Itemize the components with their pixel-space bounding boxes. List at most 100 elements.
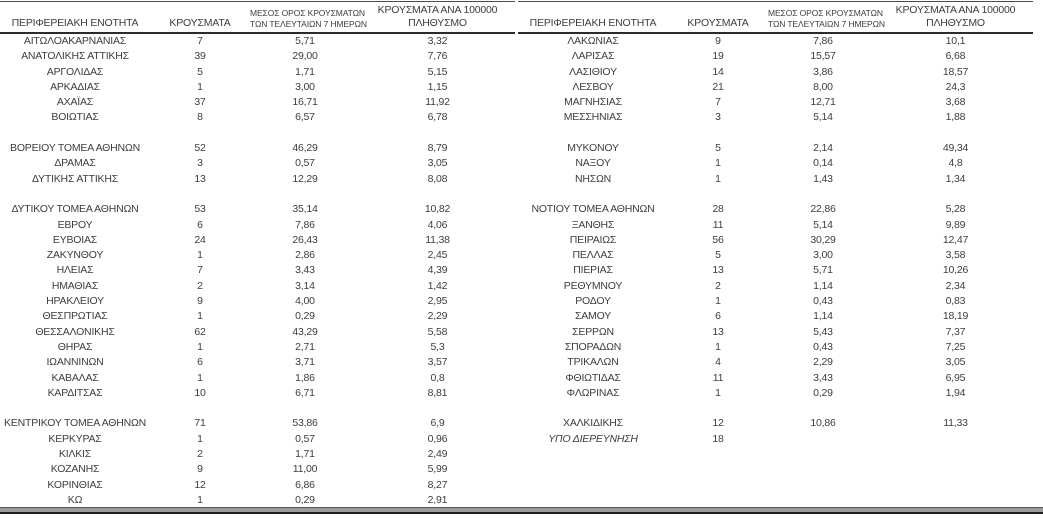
cell-avg7: 3,43 (813, 371, 833, 384)
table-row: ΣΑΜΟΥ 6 1,14 18,19 (518, 309, 1033, 324)
cell-cases (668, 401, 768, 416)
cell-region (518, 187, 668, 202)
cell-per100k: 6,78 (427, 111, 448, 124)
cell-avg7: 3,71 (295, 356, 315, 369)
table-row: ΑΡΚΑΔΙΑΣ 1 3,00 1,15 (0, 80, 515, 95)
cell-avg7: 0,57 (295, 432, 315, 445)
cell-avg7: 22,86 (810, 203, 836, 216)
cell-region: ΙΩΑΝΝΙΝΩΝ (46, 356, 104, 369)
cell-per100k: 2,91 (427, 493, 448, 506)
cell-per100k: 2,95 (427, 295, 448, 308)
cell-avg7 (768, 187, 878, 202)
cell-per100k: 4,8 (948, 157, 963, 170)
cell-region: ΜΑΓΝΗΣΙΑΣ (564, 96, 622, 109)
cell-avg7: 5,14 (813, 111, 833, 124)
table-row: ΔΡΑΜΑΣ 3 0,57 3,05 (0, 156, 515, 171)
cell-region (518, 401, 668, 416)
cell-per100k: 5,3 (430, 340, 445, 353)
cell-region: ΜΥΚΟΝΟΥ (567, 142, 619, 155)
cell-region: ΣΠΟΡΑΔΩΝ (564, 340, 622, 353)
cell-per100k: 11,92 (425, 96, 450, 109)
cell-avg7: 2,29 (813, 356, 833, 369)
cell-region: ΛΑΚΩΝΙΑΣ (567, 35, 619, 47)
cell-per100k: 8,08 (427, 172, 448, 185)
regional-table-right: ΠΕΡΙΦΕΡΕΙΑΚΗ ΕΝΟΤΗΤΑ ΚΡΟΥΣΜΑΤΑ ΜΕΣΟΣ ΟΡΟ… (518, 1, 1033, 508)
cell-region: ΠΕΛΛΑΣ (572, 249, 614, 262)
cell-per100k: 5,15 (427, 65, 448, 78)
table-row: ΑΝΑΤΟΛΙΚΗΣ ΑΤΤΙΚΗΣ 39 29,00 7,76 (0, 49, 515, 64)
cell-per100k (360, 401, 515, 416)
cell-per100k: 49,34 (942, 142, 969, 155)
cell-cases: 6 (715, 310, 721, 323)
cell-region: ΚΩ (67, 493, 83, 506)
cell-cases: 6 (197, 218, 203, 231)
cell-region (518, 126, 668, 141)
cell-cases: 1 (197, 371, 203, 384)
cell-region: ΝΗΣΩΝ (574, 172, 612, 185)
cell-per100k: 18,19 (942, 310, 969, 323)
table-row: ΠΕΛΛΑΣ 5 3,00 3,58 (518, 248, 1033, 263)
cell-per100k: 6,9 (430, 417, 445, 430)
cell-cases: 3 (715, 111, 721, 124)
cell-per100k: 5,99 (427, 463, 448, 476)
cell-per100k: 2,29 (427, 310, 448, 323)
cell-cases: 1 (197, 310, 203, 323)
cell-per100k: 3,05 (427, 157, 448, 170)
table-row: ΚΟΖΑΝΗΣ 9 11,00 5,99 (0, 462, 515, 477)
cell-region: ΚΟΡΙΝΘΙΑΣ (47, 478, 103, 491)
cell-region: ΘΗΡΑΣ (57, 340, 93, 353)
cell-per100k: 7,76 (427, 50, 448, 63)
cell-cases: 3 (197, 157, 203, 170)
cell-per100k: 0,8 (430, 371, 445, 384)
cell-avg7: 53,86 (292, 417, 318, 430)
cell-region: ΣΕΡΡΩΝ (572, 325, 614, 338)
cell-per100k (878, 493, 1033, 508)
cell-region: ΜΕΣΣΗΝΙΑΣ (563, 111, 623, 124)
cell-region: ΥΠΟ ΔΙΕΡΕΥΝΗΣΗ (548, 432, 638, 445)
cell-region: ΚΑΡΔΙΤΣΑΣ (47, 386, 103, 399)
cell-cases: 62 (194, 325, 206, 338)
cell-per100k (878, 187, 1033, 202)
cell-region: ΡΕΘΥΜΝΟΥ (563, 279, 623, 292)
cell-region: ΚΕΝΤΡΙΚΟΥ ΤΟΜΕΑ ΑΘΗΝΩΝ (3, 417, 147, 430)
table-row: ΡΟΔΟΥ 1 0,43 0,83 (518, 294, 1033, 309)
cell-per100k: 3,68 (945, 96, 966, 109)
cell-avg7 (768, 401, 878, 416)
cell-region: ΧΑΛΚΙΔΙΚΗΣ (563, 417, 623, 430)
cell-per100k: 18,57 (942, 65, 969, 78)
cell-avg7: 1,14 (813, 310, 833, 323)
cell-avg7 (250, 187, 360, 202)
cell-avg7: 46,29 (292, 142, 318, 155)
column-header-per100k-line2: ΠΛΗΘΥΣΜΟ (926, 16, 985, 29)
cell-avg7: 4,00 (295, 295, 315, 308)
cell-avg7: 3,00 (813, 249, 833, 262)
cell-per100k: 8,27 (427, 478, 448, 491)
cell-region: ΛΕΣΒΟΥ (572, 80, 614, 93)
cell-cases: 13 (712, 264, 724, 277)
cell-avg7: 12,29 (292, 172, 318, 185)
regional-table-right-body: ΛΑΚΩΝΙΑΣ 9 7,86 10,1 ΛΑΡΙΣΑΣ 19 15,57 6,68 ΛΑΣΙΘ… (518, 33, 1033, 508)
cell-avg7: 5,43 (813, 325, 833, 338)
cell-per100k: 8,81 (427, 386, 448, 399)
cell-cases: 6 (197, 356, 203, 369)
cell-avg7: 5,71 (813, 264, 833, 277)
cell-cases: 52 (194, 142, 206, 155)
cell-cases: 12 (712, 417, 724, 430)
cell-cases: 2 (197, 279, 203, 292)
table-row: ΠΙΕΡΙΑΣ 13 5,71 10,26 (518, 263, 1033, 278)
regional-table-left-body: ΑΙΤΩΛΟΑΚΑΡΝΑΝΙΑΣ 7 5,71 3,32 ΑΝΑΤΟΛΙΚΗΣ ΑΤΤΙ… (0, 33, 515, 508)
cell-avg7: 29,00 (292, 50, 318, 63)
cell-per100k: 10,82 (424, 203, 451, 216)
cell-region: ΝΟΤΙΟΥ ΤΟΜΕΑ ΑΘΗΝΩΝ (531, 203, 655, 216)
table-row: ΗΜΑΘΙΑΣ 2 3,14 1,42 (0, 279, 515, 294)
cell-cases: 53 (194, 203, 206, 216)
cell-per100k (878, 126, 1033, 141)
column-header-avg7-line1: ΜΕΣΟΣ ΟΡΟΣ ΚΡΟΥΣΜΑΤΩΝ (250, 8, 365, 18)
cell-cases: 5 (197, 65, 203, 78)
cell-per100k: 1,42 (427, 279, 448, 292)
cell-avg7: 3,86 (813, 65, 833, 78)
cell-per100k: 7,25 (945, 340, 966, 353)
table-row: ΣΠΟΡΑΔΩΝ 1 0,43 7,25 (518, 340, 1033, 355)
cell-region: ΡΟΔΟΥ (575, 295, 611, 308)
cell-cases: 1 (197, 249, 203, 262)
